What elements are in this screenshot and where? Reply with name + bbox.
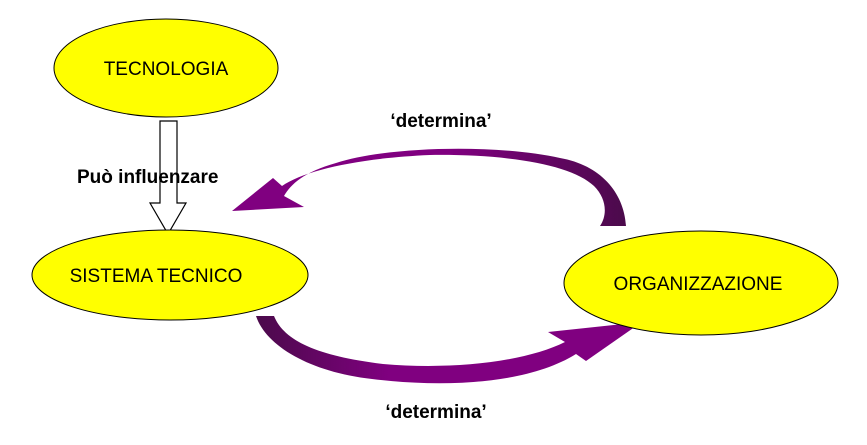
edge-label-influence: Può influenzare <box>77 167 218 188</box>
node-organizzazione-label: ORGANIZZAZIONE <box>614 274 783 295</box>
node-tecnologia-label: TECNOLOGIA <box>104 59 229 80</box>
node-sistema-tecnico <box>31 229 309 321</box>
determina-bottom-arrow <box>256 316 642 384</box>
edge-label-determina-bottom: ‘determina’ <box>385 402 486 423</box>
node-organizzazione <box>563 230 839 336</box>
determina-top-arrow <box>232 148 626 226</box>
node-sistema-tecnico-label: SISTEMA TECNICO <box>70 266 243 287</box>
influence-arrow <box>148 120 188 236</box>
edge-label-determina-top: ‘determina’ <box>390 111 491 132</box>
node-tecnologia <box>53 18 279 118</box>
